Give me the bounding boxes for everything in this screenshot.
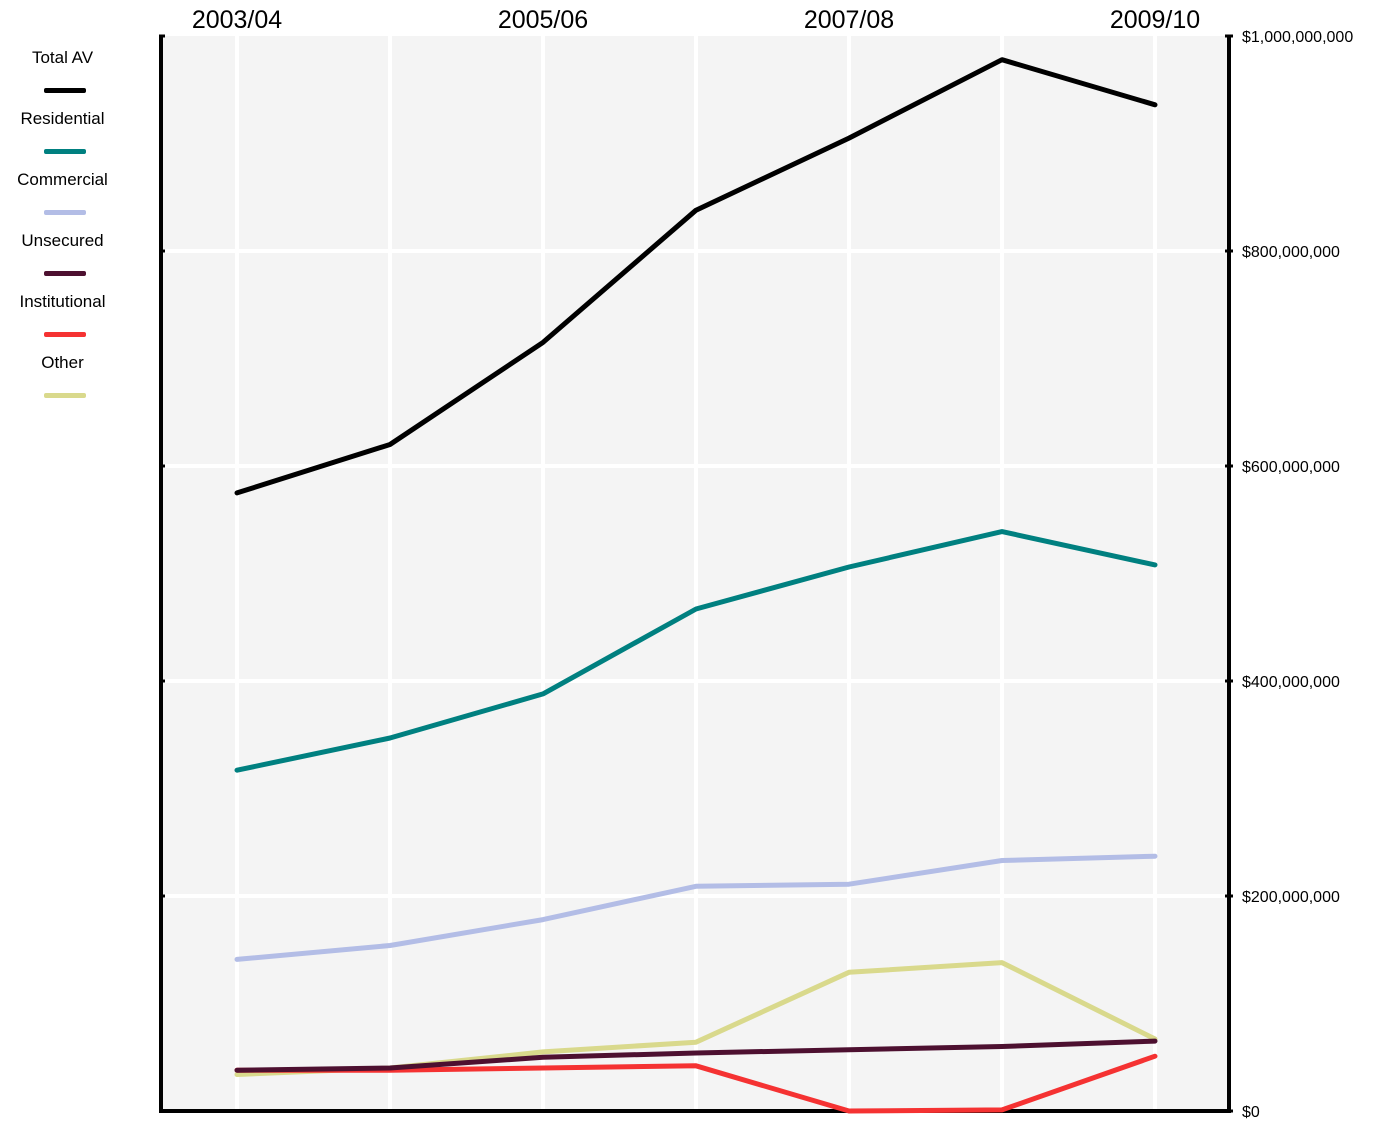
legend-swatch <box>44 88 86 93</box>
legend-item: Other <box>0 353 130 414</box>
legend-item: Unsecured <box>0 231 130 292</box>
y-axis-ticks: $0 $200,000,000 $400,000,000 $600,000,000 $8… <box>1242 29 1353 1121</box>
legend-item: Residential <box>0 109 130 170</box>
series-line-residential <box>234 529 1158 773</box>
legend-label: Other <box>41 353 84 372</box>
gridlines <box>161 36 1229 1112</box>
legend-swatch <box>44 149 86 154</box>
x-axis-ticks: 2003/04 2005/06 2007/08 2009/10 <box>192 6 1200 34</box>
series-lines <box>234 57 1158 1114</box>
legend-item: Institutional <box>0 292 130 353</box>
legend-swatch <box>44 271 86 276</box>
series-line-commercial <box>234 853 1158 962</box>
y-tick-label: $1,000,000,000 <box>1242 29 1353 46</box>
series-line-unsecured <box>234 1038 1158 1073</box>
legend-label: Total AV <box>31 48 94 67</box>
legend: Total AV Residential Commercial Unsecured In… <box>0 48 130 414</box>
legend-item: Total AV <box>0 48 130 109</box>
legend-label: Institutional <box>19 292 106 311</box>
y-tick-label: $800,000,000 <box>1242 244 1340 261</box>
legend-item: Commercial <box>0 170 130 231</box>
legend-label: Commercial <box>17 170 108 189</box>
series-line-total-av <box>234 57 1158 496</box>
legend-swatch <box>44 332 86 337</box>
x-tick-label: 2007/08 <box>804 6 894 34</box>
x-tick-label: 2003/04 <box>192 6 282 34</box>
plot-frame <box>159 34 1233 1113</box>
y-tick-label: $400,000,000 <box>1242 674 1340 691</box>
y-tick-label: $600,000,000 <box>1242 459 1340 476</box>
y-tick-label: $0 <box>1242 1104 1260 1121</box>
x-tick-label: 2009/10 <box>1110 6 1200 34</box>
legend-label: Residential <box>20 109 105 128</box>
x-tick-label: 2005/06 <box>498 6 588 34</box>
legend-label: Unsecured <box>21 231 104 250</box>
legend-swatch <box>44 210 86 215</box>
legend-swatch <box>44 393 86 398</box>
y-tick-label: $200,000,000 <box>1242 889 1340 906</box>
